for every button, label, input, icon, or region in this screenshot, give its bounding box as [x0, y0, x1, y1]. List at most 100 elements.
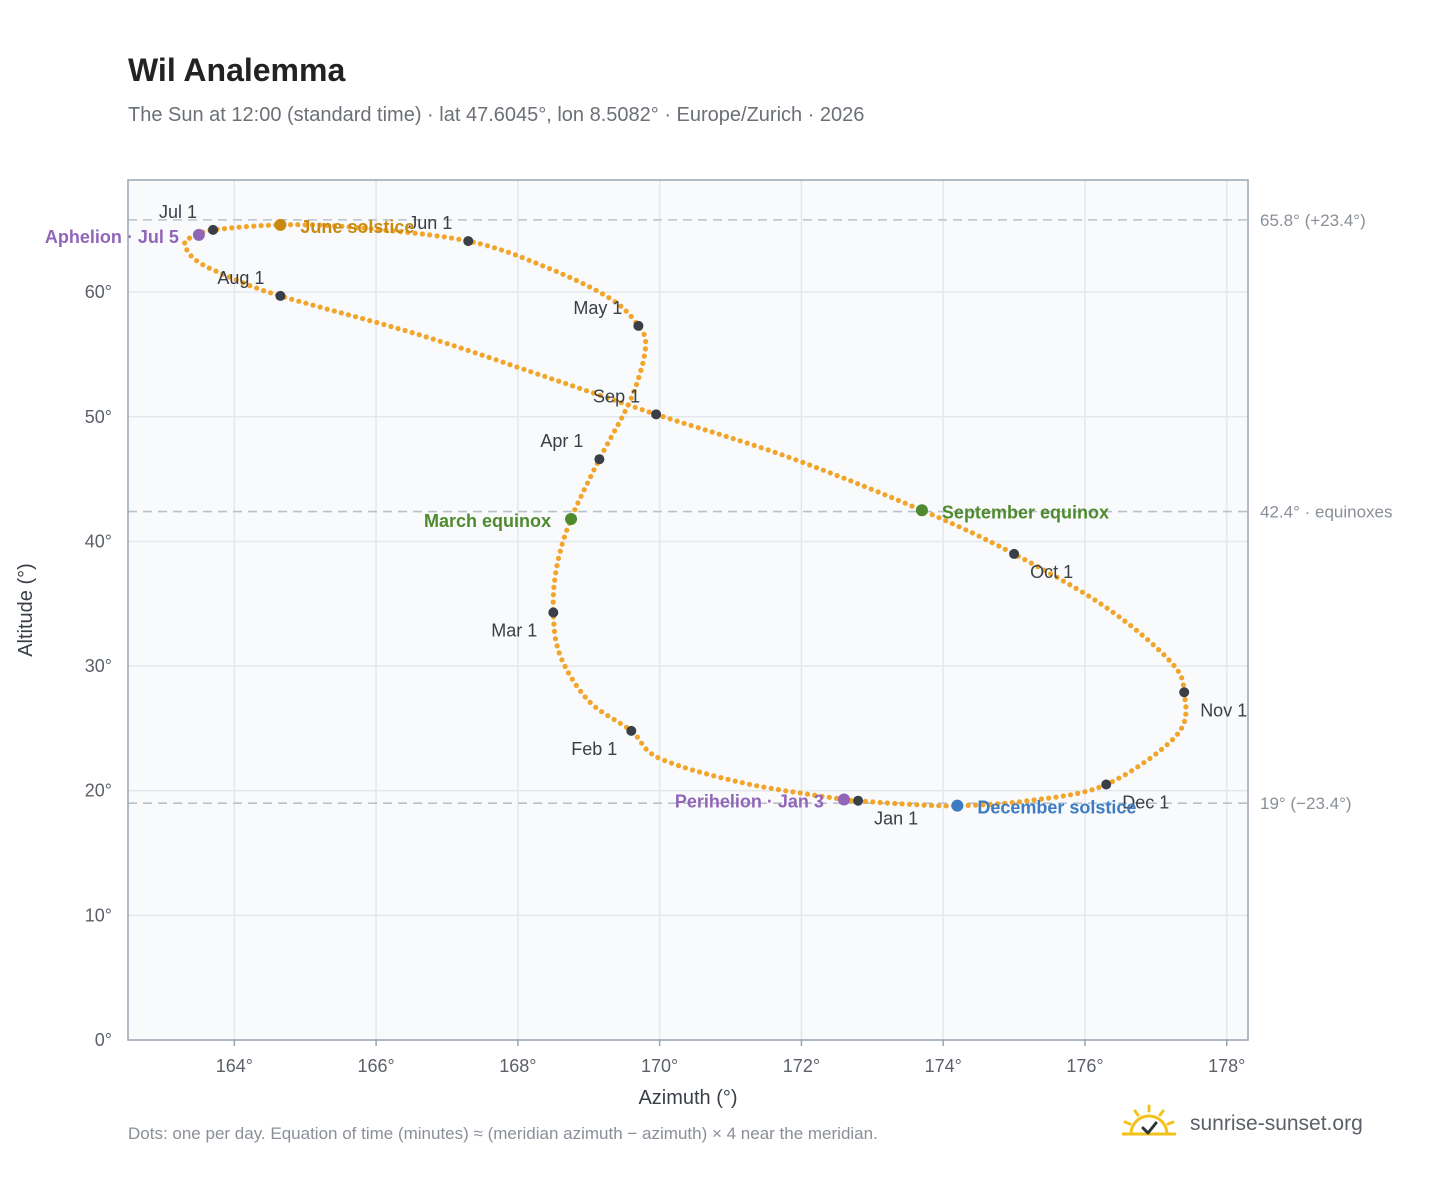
- day-dot: [587, 699, 593, 706]
- marker-labels: Jan 1 Feb 1 Mar 1 Apr 1 May 1 Jun 1 Jul 1 Aug 1…: [45, 202, 1247, 829]
- day-dot: [711, 773, 717, 779]
- x-tick-label: 164°: [216, 1056, 253, 1076]
- day-dot: [1158, 746, 1165, 753]
- day-dot: [448, 235, 455, 241]
- day-dot: [642, 346, 649, 352]
- day-dot: [345, 312, 351, 318]
- day-dot: [546, 266, 553, 272]
- day-dot: [943, 518, 949, 524]
- brand[interactable]: sunrise-sunset.org: [1122, 1104, 1363, 1144]
- y-tick-label: 40°: [85, 531, 112, 551]
- day-dot: [582, 694, 588, 700]
- day-dot: [535, 371, 541, 377]
- day-dot: [578, 493, 584, 499]
- day-dot: [704, 771, 710, 777]
- month-label: May 1: [573, 298, 622, 318]
- day-dot: [368, 226, 374, 232]
- event-label: March equinox: [424, 511, 551, 531]
- day-dot: [226, 274, 233, 280]
- day-dot: [479, 352, 485, 358]
- day-dot: [581, 487, 587, 493]
- reference-line-label: 65.8° (+23.4°): [1260, 211, 1366, 230]
- day-dot: [996, 543, 1002, 549]
- day-dot: [949, 521, 956, 527]
- day-dot: [597, 392, 604, 398]
- day-dot: [551, 621, 557, 627]
- day-dot: [1046, 795, 1052, 801]
- day-dot: [758, 445, 764, 451]
- day-dot: [689, 767, 696, 773]
- day-dot: [1096, 784, 1102, 791]
- month-marker: [633, 320, 644, 331]
- day-dot: [295, 222, 301, 228]
- y-tick-label: 0°: [95, 1030, 112, 1050]
- day-dot: [965, 802, 971, 809]
- month-marker: [853, 795, 864, 806]
- event-marker: [837, 793, 850, 806]
- day-dot: [615, 421, 621, 428]
- month-label: Jun 1: [408, 213, 452, 233]
- day-dot: [1183, 711, 1189, 717]
- day-dot: [667, 416, 673, 422]
- event-marker: [915, 504, 928, 517]
- day-dot: [261, 288, 267, 294]
- day-dot: [804, 791, 811, 797]
- month-marker: [594, 454, 605, 465]
- day-dot: [668, 760, 675, 766]
- day-dot: [820, 467, 827, 473]
- day-dot: [633, 381, 640, 388]
- day-dot: [521, 366, 527, 372]
- day-dot: [631, 388, 637, 394]
- day-dot: [434, 233, 440, 239]
- day-dot: [500, 359, 506, 365]
- day-dot: [936, 515, 942, 521]
- day-dot: [1054, 574, 1060, 580]
- day-dot: [542, 373, 548, 379]
- day-dot: [612, 428, 618, 434]
- day-dot: [1009, 800, 1015, 806]
- day-dot: [1086, 593, 1092, 599]
- day-dot: [287, 222, 294, 228]
- plot-area: [128, 180, 1248, 1040]
- day-dot: [790, 789, 796, 795]
- day-dot: [987, 801, 993, 808]
- month-label: Dec 1: [1122, 792, 1169, 812]
- event-marker: [192, 228, 205, 241]
- day-dot: [604, 395, 611, 401]
- day-dot: [884, 800, 891, 806]
- day-dot: [605, 713, 611, 719]
- day-dot: [599, 291, 606, 297]
- day-dot: [861, 483, 868, 489]
- day-dot: [909, 503, 915, 509]
- day-dot: [588, 473, 594, 480]
- day-dot: [655, 754, 661, 761]
- day-dot: [1104, 605, 1110, 611]
- day-dot: [730, 436, 736, 442]
- x-tick-label: 172°: [783, 1056, 820, 1076]
- day-dot: [552, 636, 559, 642]
- day-dot: [1180, 682, 1186, 688]
- day-dot: [590, 390, 597, 396]
- day-dot: [709, 429, 715, 435]
- day-dot: [551, 584, 557, 591]
- event-label: Aphelion · Jul 5: [45, 227, 179, 247]
- day-dot: [1128, 623, 1134, 629]
- day-dot: [1016, 799, 1023, 805]
- day-dot: [1053, 794, 1059, 800]
- day-dot: [352, 314, 359, 320]
- day-dot: [456, 236, 462, 242]
- day-dot: [902, 500, 908, 506]
- day-dot: [1075, 790, 1081, 797]
- day-dot: [419, 231, 425, 237]
- day-dot: [182, 240, 188, 246]
- day-dot: [636, 374, 642, 381]
- day-dot: [412, 230, 418, 236]
- day-dot: [797, 790, 803, 796]
- day-dot: [188, 253, 194, 259]
- day-dot: [870, 799, 876, 805]
- day-dot: [458, 345, 464, 351]
- day-dot: [236, 224, 242, 230]
- day-dot: [943, 803, 949, 809]
- day-dot: [1035, 564, 1041, 570]
- month-marker: [208, 224, 219, 235]
